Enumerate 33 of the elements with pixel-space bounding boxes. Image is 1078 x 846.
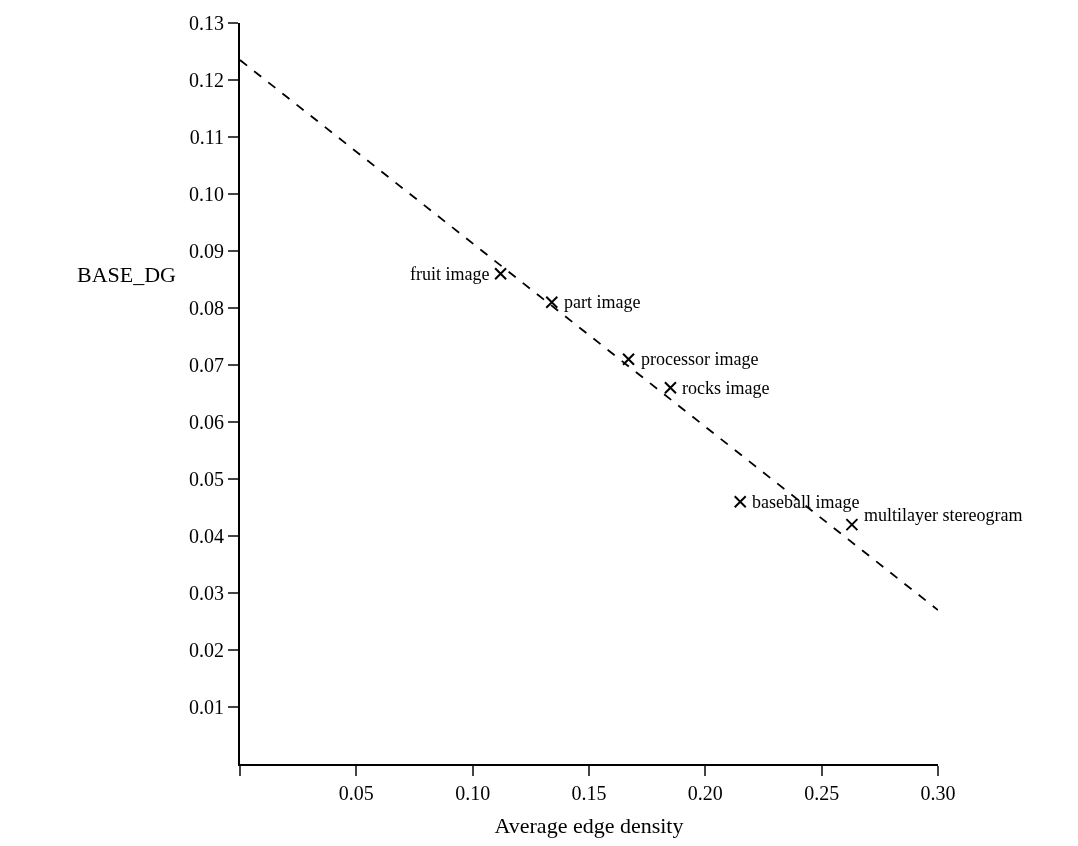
y-tick-label: 0.12	[189, 69, 224, 91]
point	[622, 352, 636, 366]
x-tick-label: 0.15	[571, 782, 607, 804]
point	[545, 295, 559, 309]
annotation: processor image	[641, 349, 759, 369]
x-tick-label: 0.05	[338, 782, 374, 804]
annotation: multilayer stereogram	[864, 505, 1023, 525]
y-tick-label: 0.13	[189, 12, 224, 34]
point	[663, 381, 677, 395]
x-tick-label: 0.10	[455, 782, 491, 804]
y-tick-label: 0.09	[189, 240, 224, 262]
x-tick-label: 0.30	[920, 782, 956, 804]
annotation: part image	[564, 292, 641, 312]
annotation: fruit image	[410, 264, 490, 284]
y-tick-label: 0.08	[189, 297, 224, 319]
x-axis-title: Average edge density	[494, 813, 684, 839]
point	[845, 518, 859, 532]
y-tick-label: 0.07	[189, 354, 224, 376]
annotation: rocks image	[682, 378, 770, 398]
point	[733, 495, 747, 509]
y-tick-label: 0.04	[189, 525, 224, 547]
point	[494, 267, 508, 281]
y-tick-label: 0.10	[189, 183, 224, 205]
y-tick-label: 0.01	[189, 696, 224, 718]
y-tick-label: 0.03	[189, 582, 224, 604]
y-tick-label: 0.02	[189, 639, 224, 661]
x-tick-label: 0.25	[804, 782, 840, 804]
y-tick-label: 0.05	[189, 468, 224, 490]
annotation: baseball image	[752, 492, 860, 512]
y-tick-label: 0.11	[189, 126, 224, 148]
y-tick-label: 0.06	[189, 411, 224, 433]
x-tick-label: 0.20	[687, 782, 723, 804]
y-axis-title: BASE_DG	[77, 262, 177, 287]
